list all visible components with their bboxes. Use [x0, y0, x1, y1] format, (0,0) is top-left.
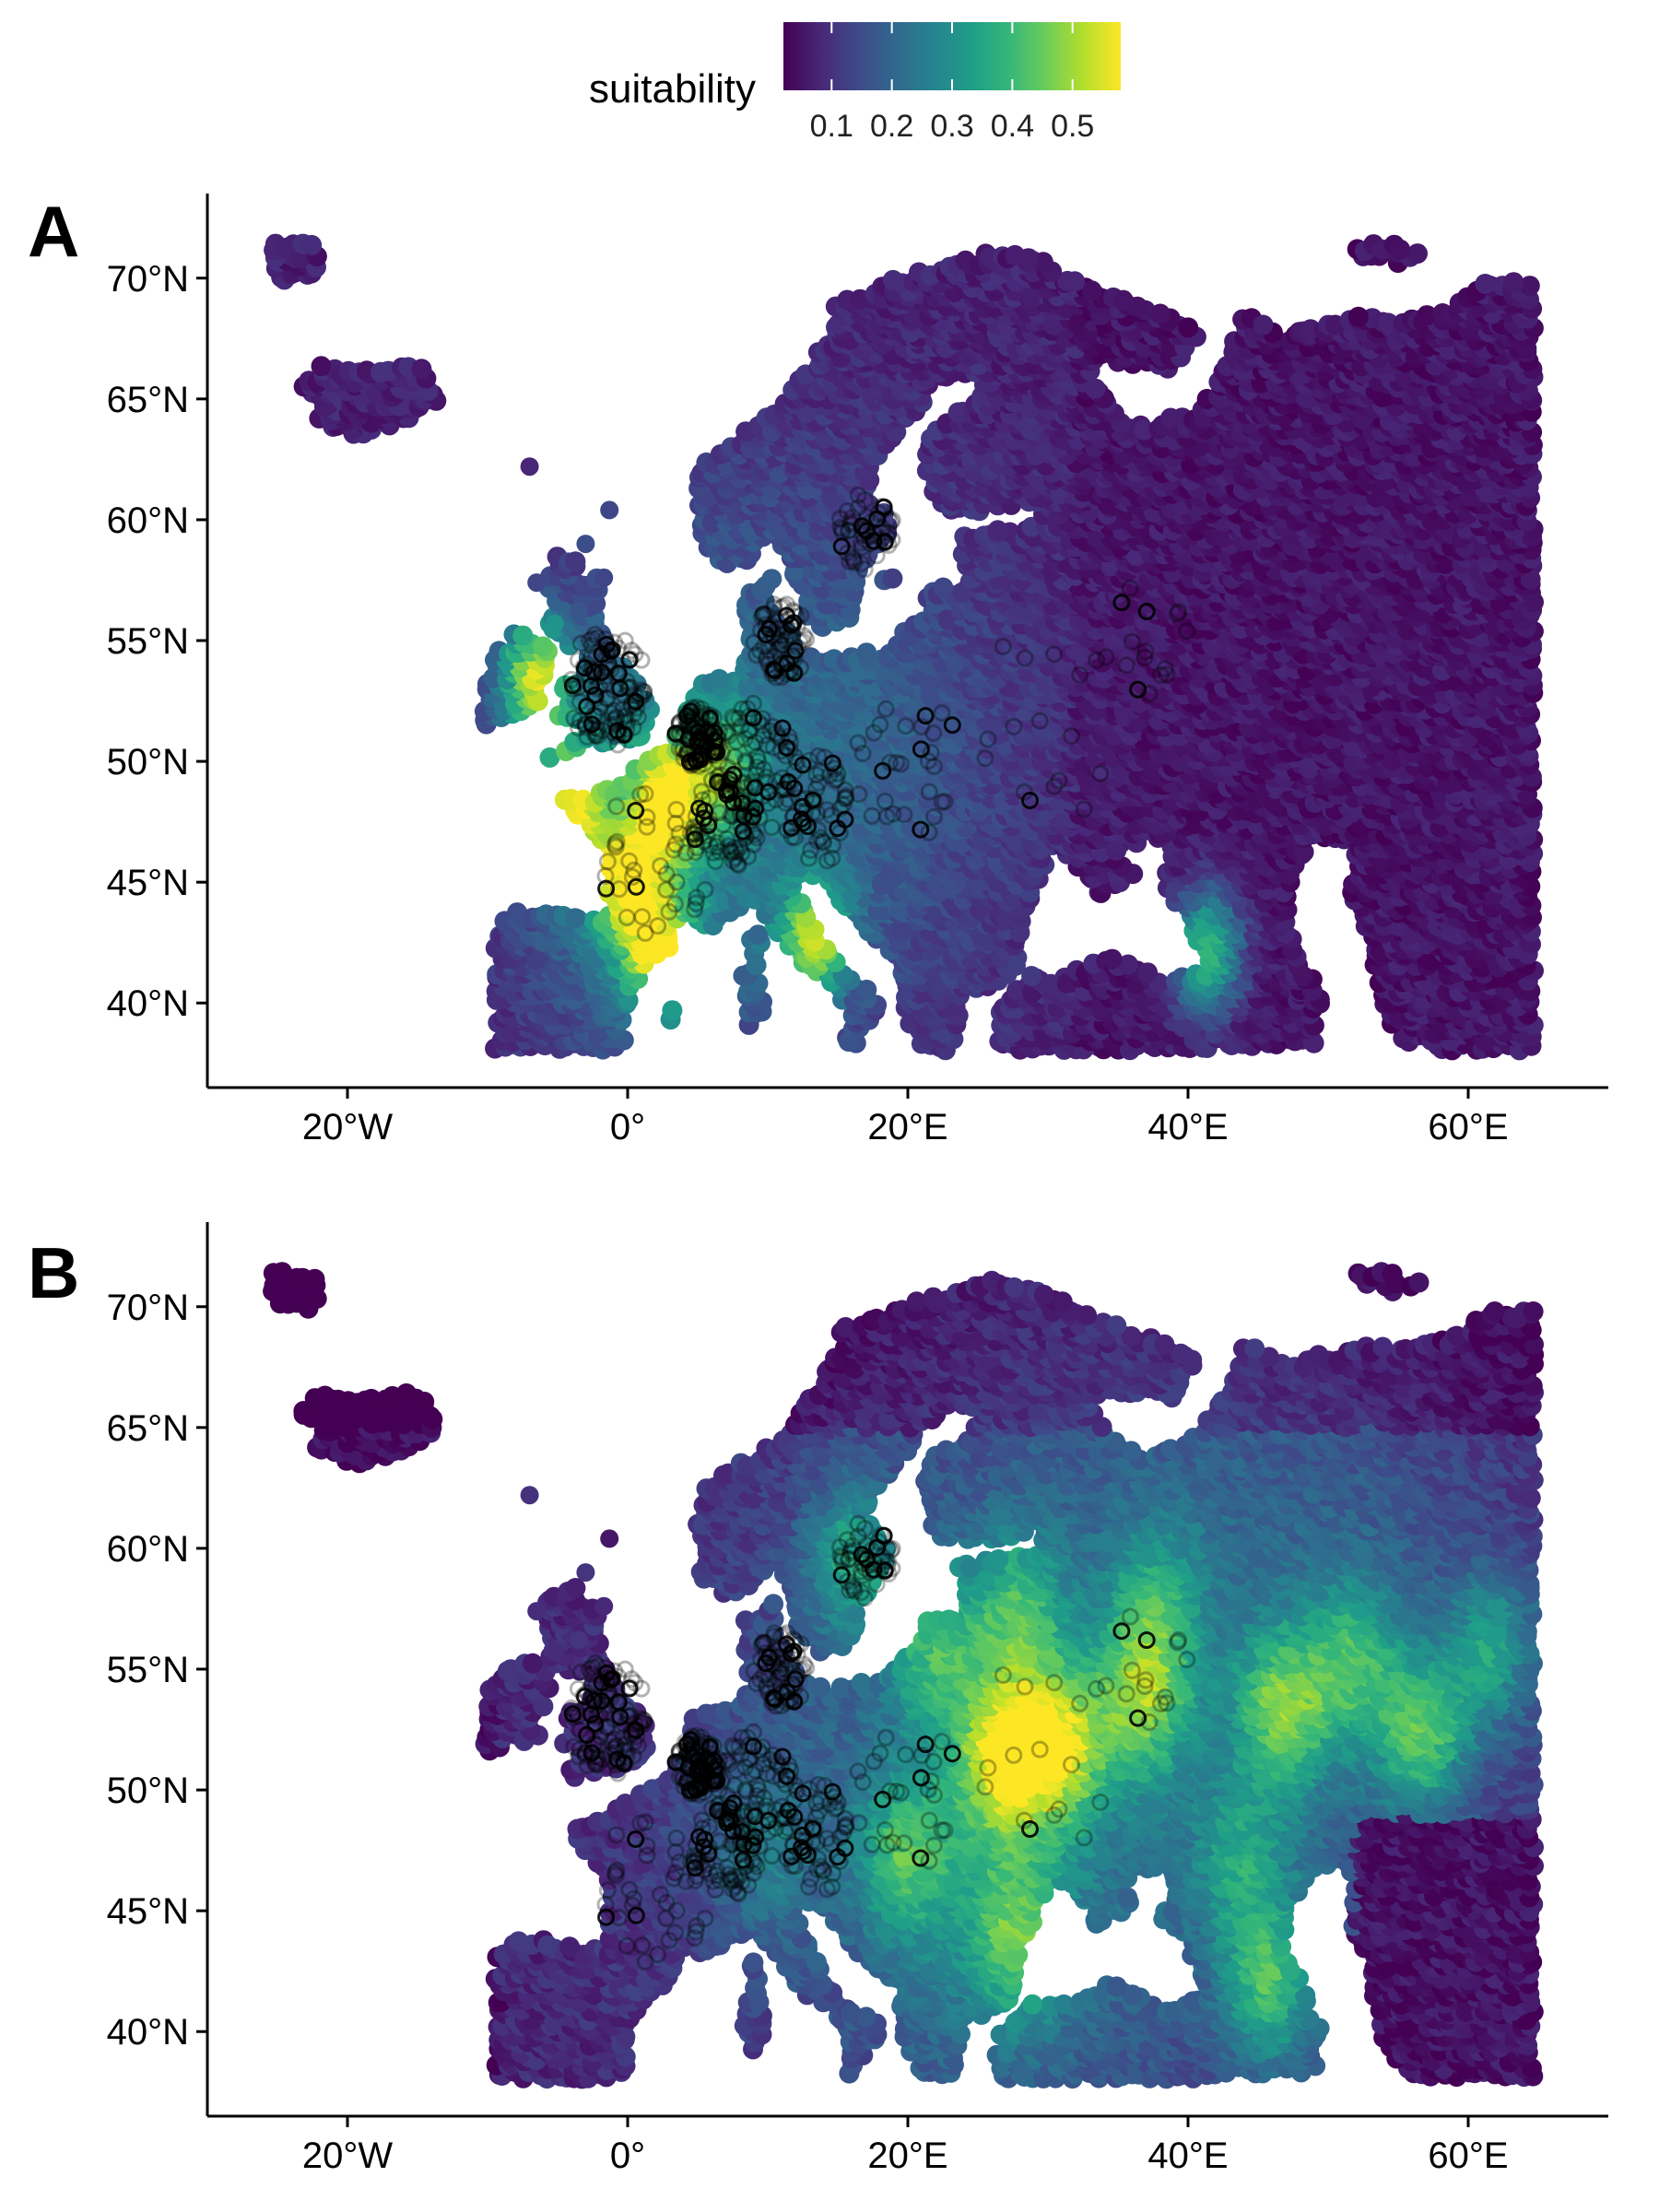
- legend-tick-label: 0.1: [810, 109, 853, 144]
- legend-tick-label: 0.5: [1051, 109, 1094, 144]
- suitability-point: [533, 636, 554, 657]
- map-points-a: [264, 233, 1544, 1061]
- legend-tick-label: 0.4: [991, 109, 1034, 144]
- legend-tick-label: 0.3: [930, 109, 973, 144]
- suitability-point: [856, 979, 877, 1000]
- legend-ticks: 0.1 0.2 0.3 0.4 0.5: [810, 22, 1094, 144]
- legend-title: suitability: [589, 66, 756, 112]
- legend: suitability 0.1 0.2 0.3 0.4 0.5: [589, 22, 1121, 144]
- legend-colorbar: [783, 22, 1121, 90]
- panel-label-a: A: [28, 191, 79, 272]
- suitability-point: [1118, 954, 1138, 975]
- suitability-point: [564, 908, 585, 929]
- suitability-point: [512, 625, 534, 646]
- suitability-point: [856, 642, 877, 664]
- map-panel-a: A 40°N45°N50°N55°N60°N65°N70°N20°W 0° 20°E…: [28, 191, 1608, 1147]
- suitability-point: [1137, 962, 1159, 983]
- suitability-point: [1101, 948, 1123, 970]
- suitability-point: [662, 1000, 683, 1021]
- legend-tick-label: 0.2: [870, 109, 913, 144]
- suitability-point: [709, 668, 730, 689]
- suitability-point: [1021, 966, 1042, 986]
